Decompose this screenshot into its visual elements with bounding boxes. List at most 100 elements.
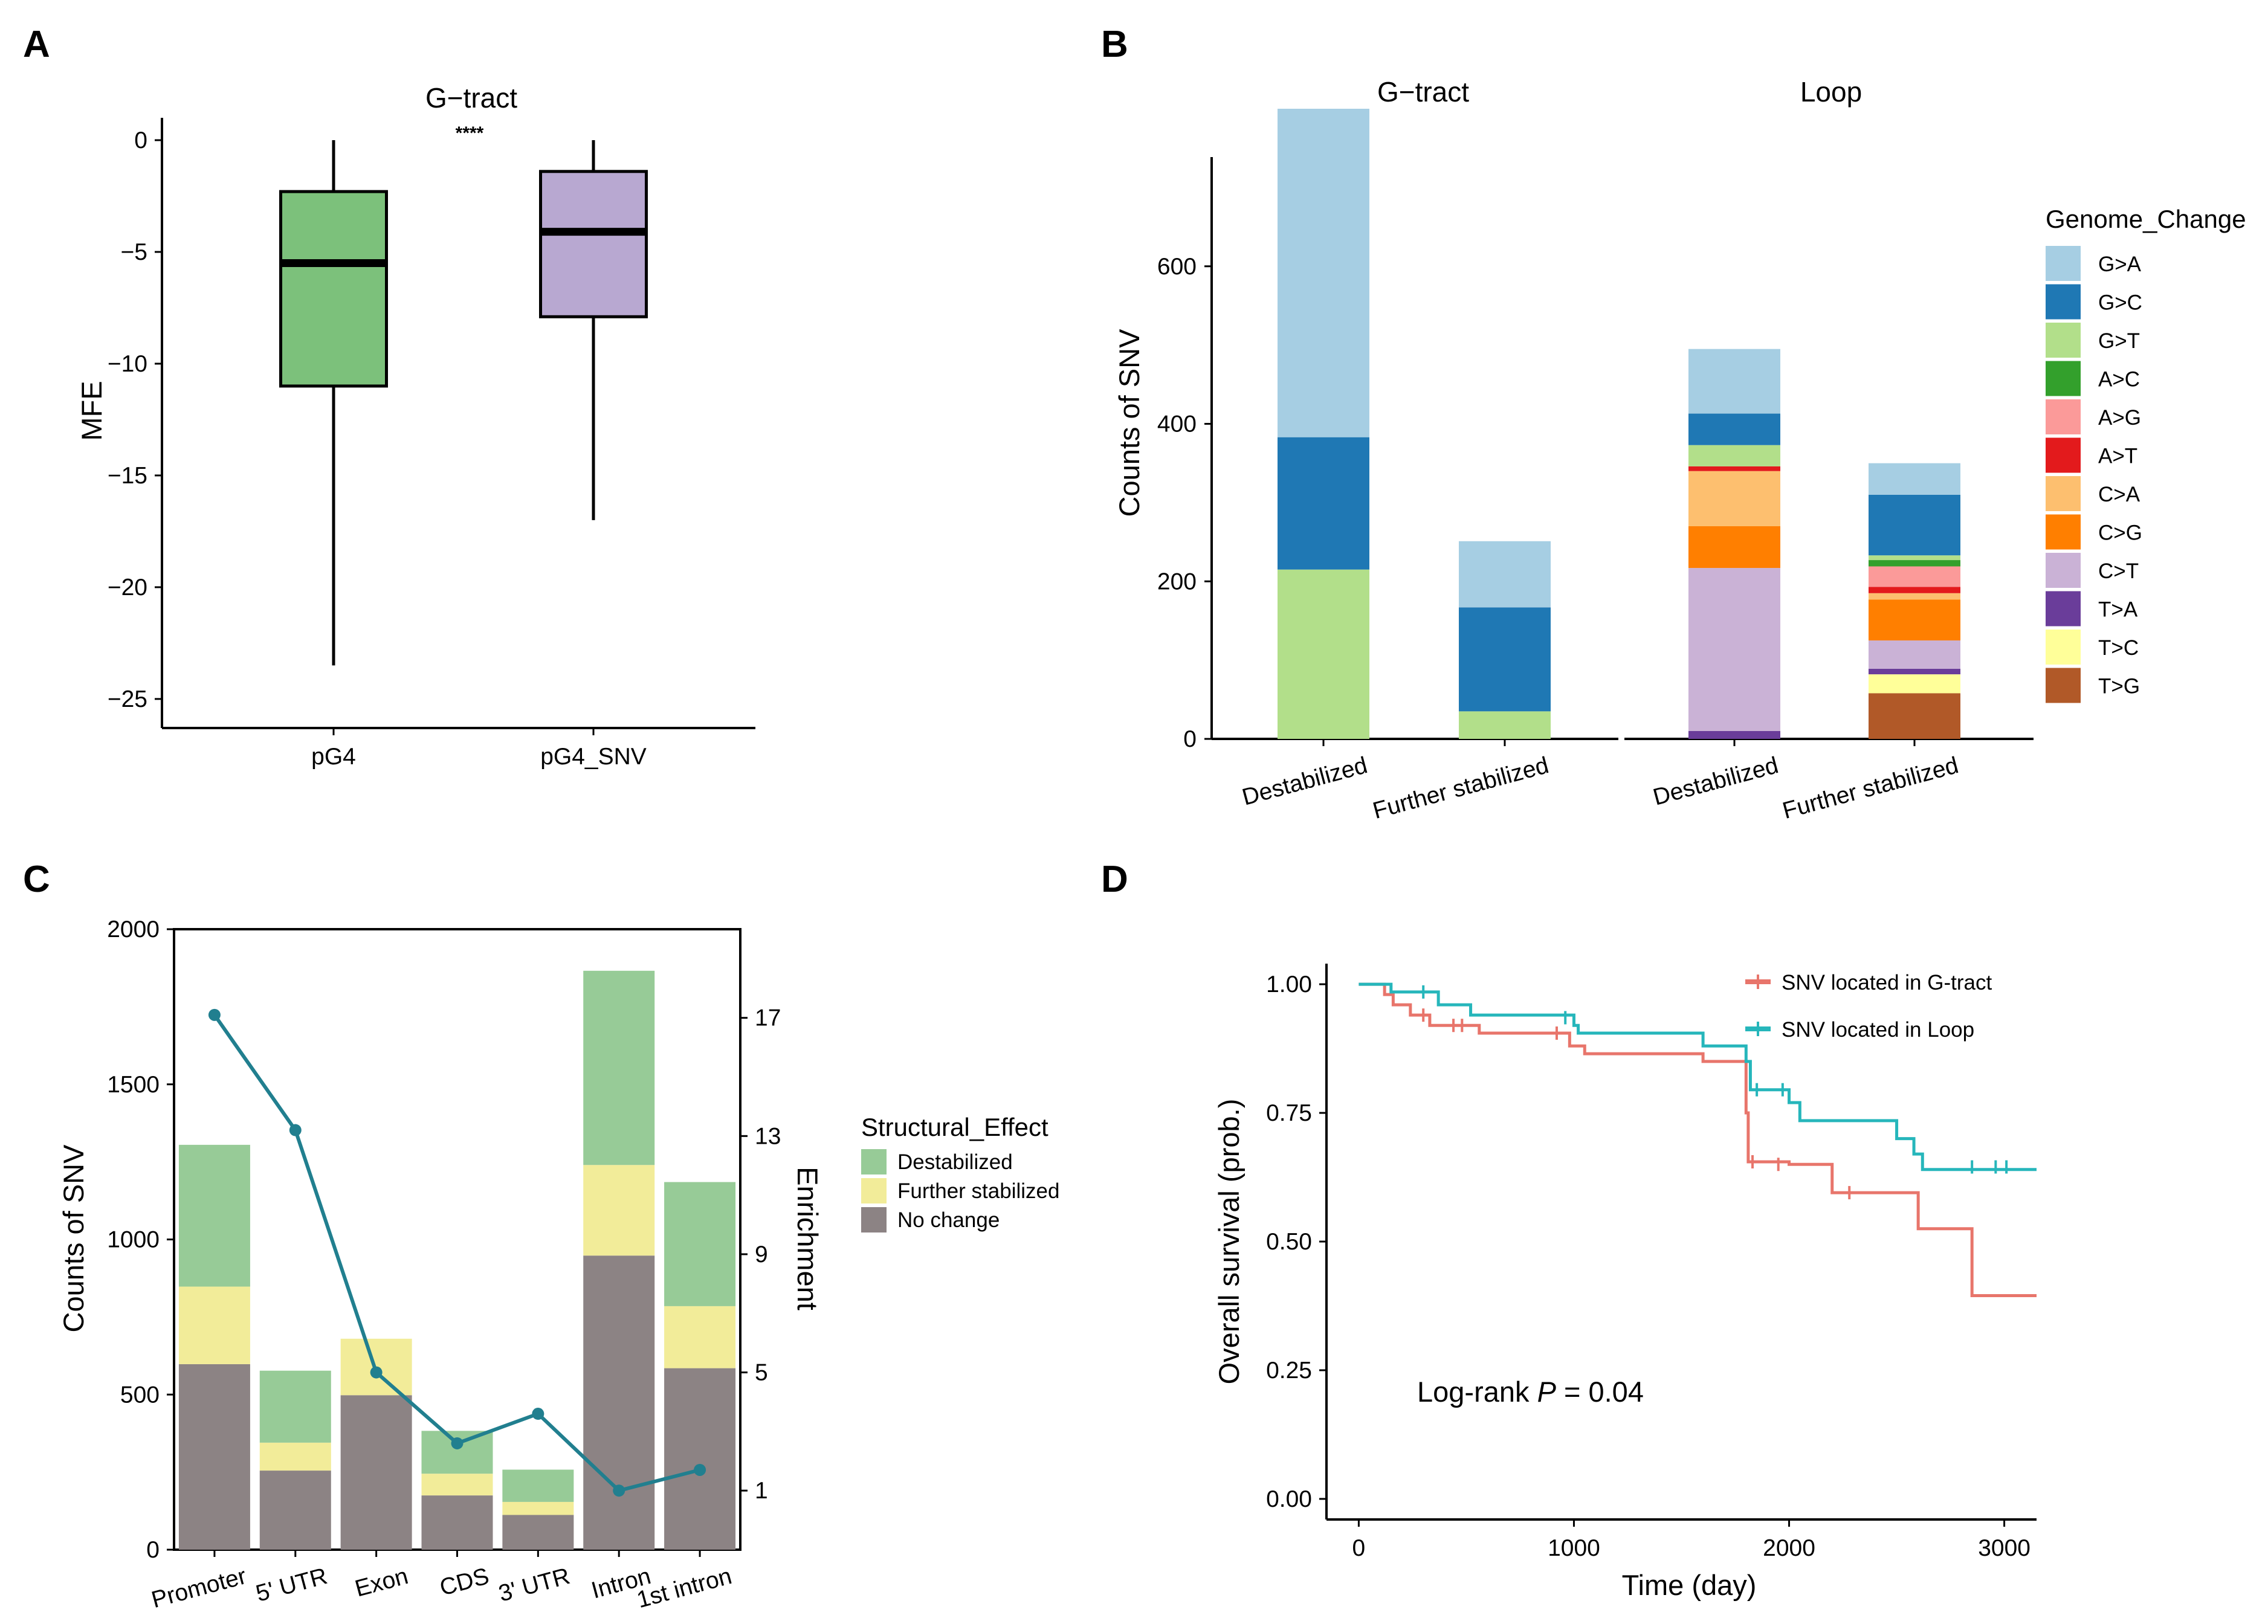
a-box-pG4 bbox=[279, 190, 388, 388]
c-y2-tick-label: 5 bbox=[755, 1360, 768, 1386]
c-legend-key bbox=[861, 1178, 887, 1204]
b-bar-segment-A>G bbox=[1869, 566, 1960, 587]
d-y-tick-label: 0.25 bbox=[1266, 1358, 1312, 1384]
b-bar-segment-G>T bbox=[1688, 445, 1780, 466]
b-legend-label: C>G bbox=[2098, 521, 2142, 545]
b-bar-segment-G>C bbox=[1688, 413, 1780, 445]
c-bar-segment-destabilized bbox=[664, 1182, 736, 1306]
c-bar-segment-destabilized bbox=[178, 1144, 250, 1287]
b-facet-title: Loop bbox=[1800, 76, 1862, 108]
c-bar-segment-further-stabilized bbox=[502, 1501, 574, 1515]
b-bar-segment-G>A bbox=[1869, 463, 1960, 495]
c-enrichment-point bbox=[694, 1463, 706, 1476]
d-curve-1 bbox=[1359, 982, 2037, 1171]
a-y-tick-label: −20 bbox=[108, 575, 147, 601]
b-legend-key-C>A bbox=[2046, 476, 2081, 511]
c-y2-tick-label: 9 bbox=[755, 1242, 768, 1268]
b-legend-label: C>T bbox=[2098, 559, 2139, 583]
d-legend-label: SNV located in Loop bbox=[1782, 1018, 1974, 1042]
c-y2-title: Enrichment bbox=[792, 1167, 824, 1310]
d-x-tick-label: 3000 bbox=[1978, 1535, 2031, 1561]
c-enrichment-point bbox=[451, 1437, 464, 1449]
b-bar-segment-G>A bbox=[1459, 541, 1551, 608]
b-legend-key-T>G bbox=[2046, 668, 2081, 703]
a-y-tick-label: −15 bbox=[108, 463, 147, 489]
b-bar-segment-A>T bbox=[1688, 466, 1780, 471]
b-legend-label: T>G bbox=[2098, 675, 2140, 698]
panel-letter-a: A bbox=[23, 24, 50, 65]
b-bar-segment-G>T bbox=[1459, 711, 1551, 739]
b-facet-title: G−tract bbox=[1377, 76, 1469, 108]
c-bar-segment-destabilized bbox=[502, 1469, 574, 1502]
b-legend-key-A>G bbox=[2046, 399, 2081, 434]
d-y-tick-label: 0.00 bbox=[1266, 1486, 1312, 1512]
b-y-tick-label: 0 bbox=[1183, 726, 1197, 752]
panel-letter-d: D bbox=[1101, 859, 1128, 900]
b-y-tick-label: 400 bbox=[1157, 411, 1197, 437]
d-x-title: Time (day) bbox=[1622, 1569, 1757, 1601]
b-legend-key-T>A bbox=[2046, 591, 2081, 627]
d-y-title: Overall survival (prob.) bbox=[1213, 1099, 1245, 1385]
b-bar-segment-T>C bbox=[1869, 674, 1960, 694]
b-bar-segment-A>T bbox=[1869, 587, 1960, 593]
a-title: G−tract bbox=[425, 82, 517, 114]
b-legend-key-A>T bbox=[2046, 437, 2081, 473]
a-y-title: MFE bbox=[76, 381, 108, 440]
c-bar-segment-destabilized bbox=[583, 970, 655, 1165]
a-significance: **** bbox=[456, 123, 484, 143]
c-y-title: Counts of SNV bbox=[57, 1144, 89, 1333]
c-bar-segment-destabilized bbox=[259, 1370, 331, 1443]
c-bar-segment-no-change bbox=[340, 1395, 412, 1550]
d-logrank-p: P bbox=[1537, 1376, 1557, 1408]
b-bar-segment-C>G bbox=[1688, 526, 1780, 569]
d-x-tick-label: 2000 bbox=[1763, 1535, 1815, 1561]
b-bar-segment-G>A bbox=[1688, 349, 1780, 414]
d-logrank-value: = 0.04 bbox=[1556, 1376, 1644, 1408]
c-bar-segment-no-change bbox=[583, 1255, 655, 1550]
panel-a-boxplot: 0 −5 −10 −15 −20 −25 pG4 pG4_SNV G−tract **** MFE bbox=[76, 82, 755, 770]
a-y-tick-label: −10 bbox=[108, 351, 147, 377]
a-y-tick-label: 0 bbox=[134, 127, 147, 153]
b-legend-label: C>A bbox=[2098, 483, 2140, 506]
d-logrank-prefix: Log-rank bbox=[1417, 1376, 1537, 1408]
c-legend-key bbox=[861, 1149, 887, 1174]
c-bar-segment-no-change bbox=[178, 1364, 250, 1550]
b-bar-segment-G>C bbox=[1459, 607, 1551, 712]
b-legend-label: G>T bbox=[2098, 329, 2140, 353]
b-legend-label: G>A bbox=[2098, 253, 2142, 276]
b-bar-segment-T>G bbox=[1869, 693, 1960, 739]
d-legend-label: SNV located in G-tract bbox=[1782, 971, 1992, 994]
b-bar-segment-C>T bbox=[1688, 568, 1780, 731]
a-x-tick-label: pG4_SNV bbox=[540, 744, 647, 770]
d-x-tick-label: 0 bbox=[1352, 1535, 1366, 1561]
b-legend-label: T>C bbox=[2098, 636, 2139, 660]
d-y-tick-label: 0.50 bbox=[1266, 1229, 1312, 1255]
panel-letter-b: B bbox=[1101, 24, 1128, 65]
b-bar-segment-C>T bbox=[1869, 640, 1960, 669]
c-bar-segment-no-change bbox=[421, 1495, 493, 1550]
c-bar-segment-no-change bbox=[259, 1471, 331, 1550]
b-legend-key-A>C bbox=[2046, 361, 2081, 396]
c-bar-segment-no-change bbox=[502, 1515, 574, 1550]
c-y2-tick-label: 17 bbox=[755, 1005, 781, 1031]
c-legend-title: Structural_Effect bbox=[861, 1113, 1048, 1141]
c-bar-segment-further-stabilized bbox=[583, 1165, 655, 1256]
b-legend-label: A>C bbox=[2098, 368, 2140, 392]
c-y2-tick-label: 1 bbox=[755, 1478, 768, 1504]
c-y-tick-label: 1000 bbox=[107, 1227, 160, 1253]
d-logrank-annotation: Log-rank P = 0.04 bbox=[1417, 1376, 1644, 1408]
c-y-tick-label: 500 bbox=[120, 1382, 160, 1408]
b-legend-key-G>T bbox=[2046, 323, 2081, 358]
c-legend-label: Further stabilized bbox=[897, 1179, 1059, 1203]
b-bar-segment-G>T bbox=[1278, 569, 1369, 739]
c-y-tick-label: 1500 bbox=[107, 1072, 160, 1098]
c-bar-segment-no-change bbox=[664, 1368, 736, 1550]
b-bar-segment-C>A bbox=[1869, 593, 1960, 600]
c-enrichment-point bbox=[289, 1124, 302, 1136]
c-legend-label: No change bbox=[897, 1208, 1000, 1232]
c-bar-segment-further-stabilized bbox=[664, 1306, 736, 1368]
b-y-title: Counts of SNV bbox=[1113, 329, 1145, 517]
a-y-tick-label: −5 bbox=[121, 239, 147, 265]
